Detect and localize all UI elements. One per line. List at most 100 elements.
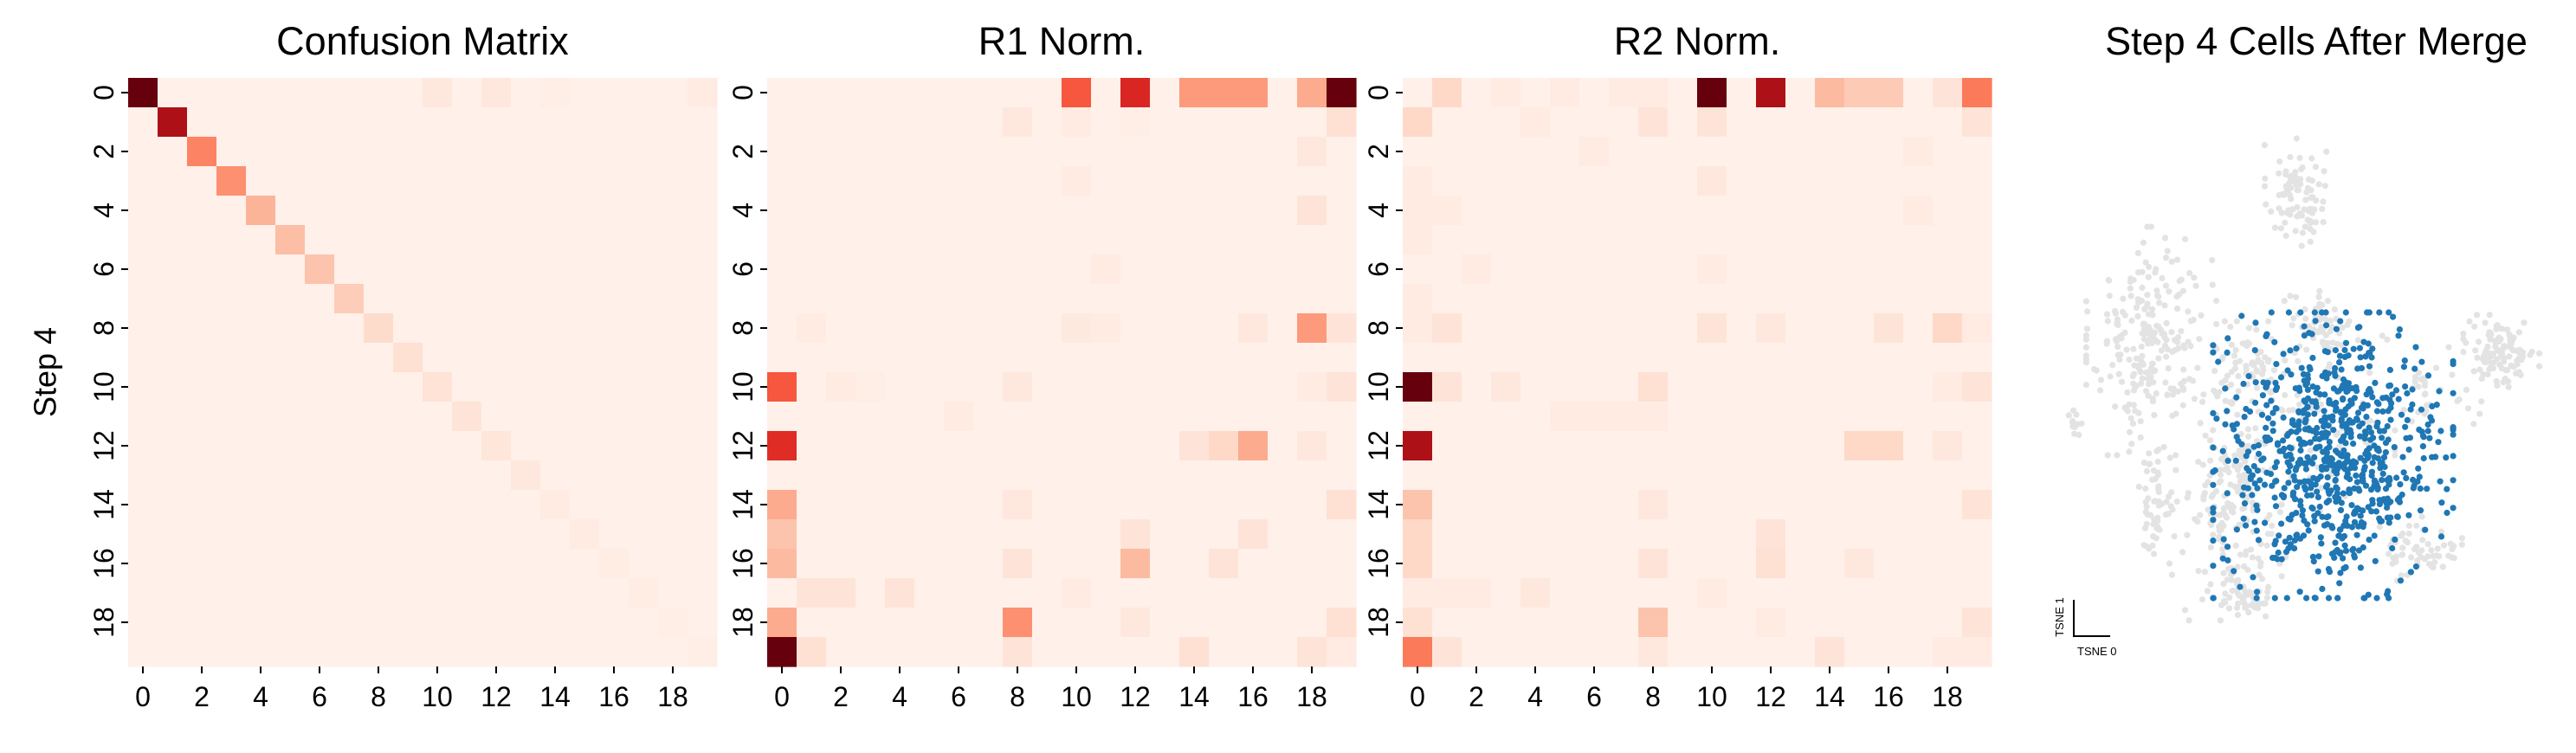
heatmap-cell (1668, 460, 1698, 491)
scatter-point (2237, 454, 2245, 461)
heatmap-cell (1091, 343, 1121, 373)
heatmap-cell (1297, 490, 1327, 520)
scatter-point (2342, 339, 2350, 346)
scatter-point (2069, 407, 2077, 414)
scatter-point (2296, 154, 2303, 161)
heatmap-cell (334, 402, 365, 432)
scatter-point (2325, 565, 2332, 573)
heatmap-cell (1844, 343, 1875, 373)
heatmap-cell (1209, 343, 1239, 373)
heatmap-cell (599, 166, 629, 196)
scatter-point (2316, 443, 2323, 450)
scatter-point (2449, 371, 2456, 378)
heatmap-cell (1844, 107, 1875, 138)
scatter-point (2248, 546, 2255, 553)
heatmap-cell (1727, 166, 1757, 196)
scatter-point (2353, 472, 2360, 479)
heatmap-cell (452, 284, 482, 314)
scatter-point (2260, 455, 2267, 462)
scatter-point (2190, 377, 2197, 384)
heatmap-cell (540, 196, 571, 226)
scatter-point (2253, 367, 2260, 374)
scatter-point (2424, 486, 2431, 492)
heatmap-cell (599, 372, 629, 402)
scatter-point (2216, 479, 2223, 486)
heatmap-cell (1491, 78, 1521, 108)
heatmap-cell (1638, 578, 1669, 608)
scatter-point (2263, 595, 2270, 602)
heatmap-cell (305, 254, 335, 285)
scatter-point (2104, 452, 2111, 459)
y-tick-label: 4 (1363, 203, 1394, 218)
heatmap-cell (914, 254, 945, 285)
heatmap-cell (973, 402, 1004, 432)
scatter-point (2515, 369, 2521, 376)
heatmap-cell (629, 343, 659, 373)
heatmap-cell (797, 490, 827, 520)
heatmap-cell (688, 549, 718, 579)
scatter-point (2273, 459, 2280, 466)
heatmap-cell (1962, 313, 1992, 344)
heatmap-cell (1209, 107, 1239, 138)
heatmap-cell (1962, 578, 1992, 608)
heatmap-cell (1150, 637, 1180, 667)
scatter-point (2397, 481, 2404, 488)
heatmap-cell (570, 107, 600, 138)
scatter-point (2224, 457, 2231, 465)
heatmap-cell (914, 166, 945, 196)
scatter-point (2422, 526, 2429, 533)
heatmap-cell (599, 225, 629, 255)
panel-title: R2 Norm. (1614, 19, 1781, 63)
heatmap-cell (481, 637, 512, 667)
heatmap-cell (1032, 490, 1062, 520)
heatmap-cell (1209, 608, 1239, 638)
scatter-point (2228, 381, 2235, 389)
heatmap-cell (1032, 166, 1062, 196)
scatter-point (2220, 570, 2227, 576)
scatter-point (2131, 370, 2138, 377)
heatmap-cell (944, 284, 974, 314)
scatter-point (2379, 395, 2386, 402)
scatter-point (2106, 277, 2113, 284)
y-tick-label: 14 (88, 489, 119, 520)
heatmap-cell (216, 490, 247, 520)
scatter-point (2305, 323, 2312, 330)
heatmap-cell (1785, 225, 1816, 255)
heatmap-cell (1297, 313, 1327, 344)
heatmap-cell (1432, 549, 1462, 579)
scatter-point (2366, 537, 2373, 544)
heatmap-cell (246, 578, 276, 608)
scatter-point (2179, 549, 2186, 556)
scatter-point (2258, 576, 2266, 582)
scatter-point (2359, 420, 2366, 427)
scatter-point (2366, 424, 2373, 431)
scatter-point (2431, 559, 2438, 566)
scatter-point (2293, 510, 2300, 517)
heatmap-cell (855, 608, 886, 638)
scatter-point (2292, 496, 2299, 503)
heatmap-cell (511, 431, 541, 461)
heatmap-cell (1150, 431, 1180, 461)
scatter-point (2235, 590, 2242, 597)
heatmap-cell (275, 313, 306, 344)
heatmap-cell (1209, 254, 1239, 285)
heatmap-cell (511, 372, 541, 402)
heatmap-cell (1756, 284, 1786, 314)
scatter-point (2321, 408, 2327, 415)
scatter-point (2302, 478, 2308, 485)
heatmap-cell (1403, 431, 1433, 461)
scatter-point (2167, 503, 2174, 510)
scatter-point (2165, 511, 2172, 518)
heatmap-cell (914, 225, 945, 255)
heatmap-cell (797, 431, 827, 461)
y-tick-label: 2 (88, 144, 119, 159)
heatmap-cell (393, 402, 423, 432)
y-tick-label: 2 (1363, 144, 1394, 159)
scatter-point (2155, 293, 2162, 300)
heatmap-cell (1903, 402, 1934, 432)
scatter-point (2437, 528, 2445, 535)
heatmap-cell (1491, 343, 1521, 373)
scatter-point (2392, 553, 2399, 560)
scatter-point (2427, 414, 2434, 421)
scatter-point (2263, 613, 2269, 620)
